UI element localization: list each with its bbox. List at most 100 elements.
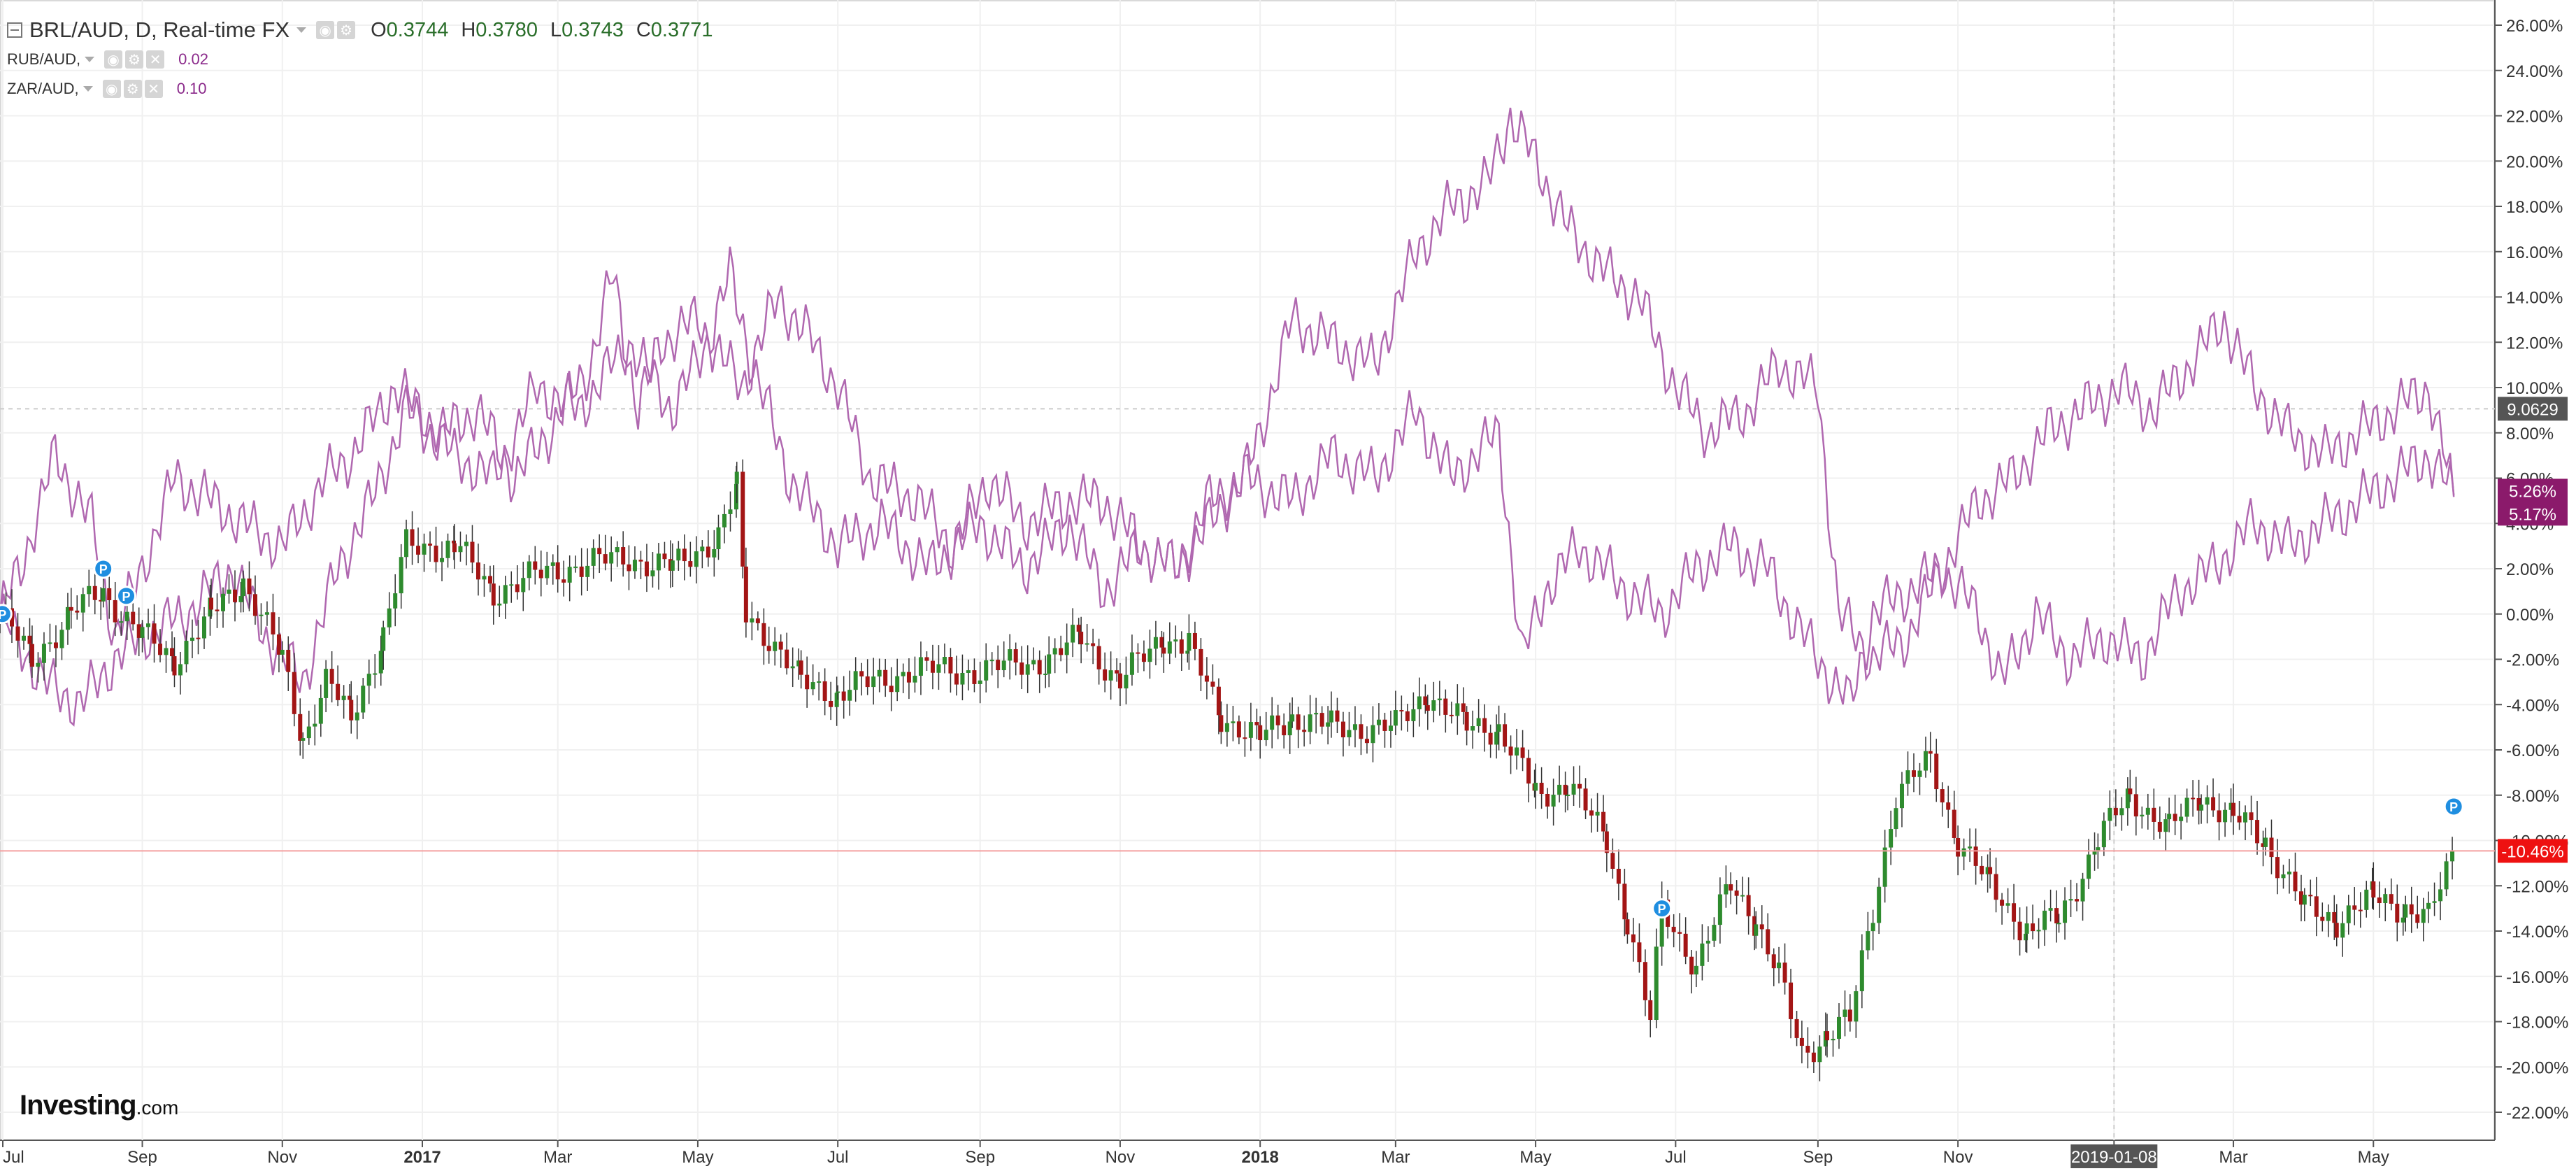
close-icon[interactable]: ✕	[146, 50, 165, 69]
candle-body	[1595, 811, 1600, 816]
x-tick-label: Jul	[3, 1148, 24, 1167]
eye-icon[interactable]: ◉	[316, 21, 335, 39]
candle-body	[761, 623, 766, 646]
candle-body	[22, 635, 26, 641]
candle-body	[936, 664, 941, 673]
compare-series-title[interactable]: RUB/AUD,	[7, 50, 81, 68]
compare-series-dropdown-icon[interactable]	[85, 57, 95, 62]
logo-suffix: .com	[136, 1097, 179, 1119]
close-icon[interactable]: ✕	[144, 80, 163, 98]
compare-series-title[interactable]: ZAR/AUD,	[7, 80, 79, 97]
candle-body	[743, 566, 748, 623]
y-tick-label: 2.00%	[2506, 560, 2554, 579]
candle-body	[1411, 709, 1416, 721]
candle-body	[1625, 919, 1630, 935]
collapse-legend-icon[interactable]	[7, 22, 22, 38]
candle-body	[2108, 807, 2112, 821]
series-end-label-bg	[2498, 502, 2568, 526]
candle-body	[1601, 811, 1606, 832]
compare-series-dropdown-icon[interactable]	[83, 86, 93, 92]
candle-body	[1314, 713, 1319, 715]
settings-icon[interactable]: ⚙	[125, 50, 144, 69]
candle-body	[1729, 884, 1733, 891]
candle-body	[790, 666, 795, 669]
x-tick-label: Mar	[2219, 1148, 2247, 1167]
candle-body	[700, 546, 705, 552]
candle-body	[1539, 782, 1544, 795]
candle-body	[87, 586, 92, 595]
open-value: 0.3744	[386, 18, 449, 41]
candle-body	[1973, 846, 1978, 866]
candle-body	[1508, 746, 1513, 756]
main-series-dropdown-icon[interactable]	[296, 27, 307, 33]
candle-body	[1589, 810, 1594, 816]
settings-icon[interactable]: ⚙	[337, 21, 356, 39]
candle-body	[313, 723, 317, 727]
candle-body	[778, 641, 783, 650]
candle-body	[676, 548, 681, 561]
candle-body	[1437, 698, 1442, 701]
candle-body	[1771, 954, 1776, 969]
x-tick-label: Nov	[267, 1148, 297, 1167]
eye-icon[interactable]: ◉	[104, 50, 123, 69]
candle-body	[2334, 923, 2339, 938]
candle-body	[1091, 643, 1096, 646]
candle-body	[796, 660, 801, 667]
candle-body	[1264, 730, 1268, 741]
candle-body	[99, 599, 103, 602]
candle-body	[656, 553, 661, 571]
candle-body	[1231, 721, 1236, 723]
candle-body	[2191, 797, 2196, 800]
candle-body	[1173, 639, 1178, 642]
candle-body	[591, 548, 596, 566]
main-series-title[interactable]: BRL/AUD, D, Real-time FX	[29, 17, 290, 42]
candle-body	[871, 676, 876, 688]
candle-body	[286, 649, 291, 672]
candle-body	[1064, 642, 1069, 655]
p-marker-label: P	[1658, 902, 1666, 916]
candle-body	[573, 566, 578, 568]
candle-body	[464, 541, 468, 546]
candle-body	[1192, 632, 1197, 649]
candle-body	[1683, 933, 1688, 957]
candle-body	[1471, 726, 1475, 731]
candle-body	[527, 561, 531, 579]
candle-body	[1399, 710, 1404, 712]
candle-body	[638, 560, 643, 562]
candle-body	[1335, 710, 1340, 722]
candle-body	[1204, 675, 1209, 682]
candle-body	[2389, 894, 2393, 904]
candle-body	[906, 672, 911, 683]
candle-body	[1956, 837, 1961, 857]
candle-body	[2275, 857, 2280, 879]
candle-body	[1302, 730, 1307, 732]
candle-body	[221, 593, 226, 611]
candle-body	[2426, 902, 2431, 909]
candle-body	[822, 681, 827, 702]
candle-body	[603, 554, 608, 564]
candle-body	[865, 676, 870, 688]
eye-icon[interactable]: ◉	[102, 80, 121, 98]
candle-body	[361, 686, 366, 713]
candle-body	[41, 644, 46, 663]
candle-body	[1340, 721, 1345, 738]
candle-body	[1520, 747, 1525, 758]
candle-body	[1734, 890, 1739, 896]
candle-body	[1794, 1019, 1799, 1038]
x-tick-label: 2017	[403, 1148, 441, 1167]
candle-body	[36, 662, 41, 667]
candle-body	[324, 669, 329, 698]
y-tick-label: -14.00%	[2506, 923, 2568, 942]
x-cursor-badge	[2070, 1144, 2158, 1168]
candle-body	[1482, 718, 1487, 733]
settings-icon[interactable]: ⚙	[123, 80, 142, 98]
candle-body	[1637, 942, 1642, 963]
candle-body	[609, 552, 614, 564]
candle-body	[2113, 807, 2118, 816]
candle-body	[2211, 797, 2216, 811]
candle-body	[2205, 797, 2210, 805]
candle-body	[1308, 714, 1312, 732]
candle-body	[215, 609, 220, 611]
